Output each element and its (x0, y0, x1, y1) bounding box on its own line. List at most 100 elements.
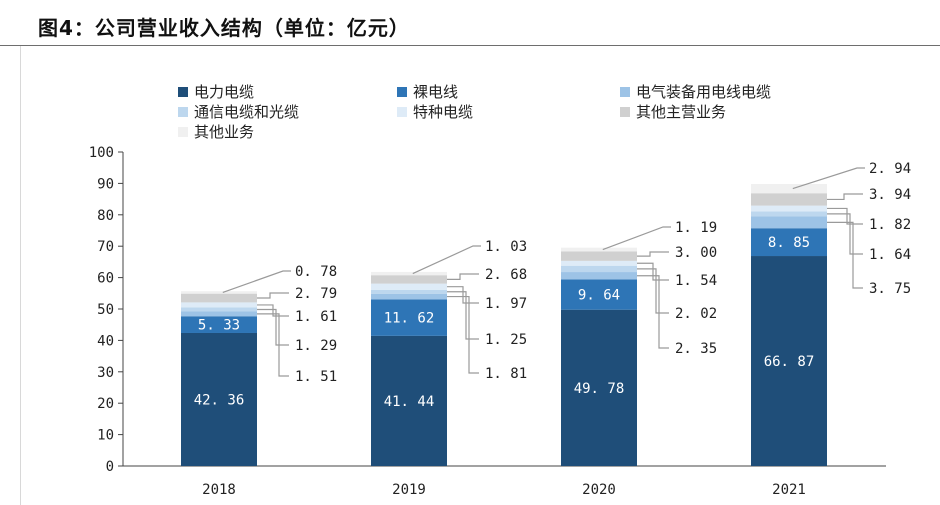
bar-segment (751, 205, 827, 212)
callout-value-label: 2. 35 (675, 341, 717, 357)
callout-leader-line (792, 167, 865, 190)
x-category-label: 2018 (202, 482, 236, 498)
callout-leader-line (827, 221, 863, 289)
legend-item-power-cable: 电力电缆 (178, 81, 254, 102)
bar-value-label: 8. 85 (768, 235, 810, 251)
title-divider (0, 45, 940, 46)
legend-swatch (178, 106, 188, 117)
bar-segment (751, 211, 827, 217)
bar-segment (561, 260, 637, 266)
figure-title: 图4：公司营业收入结构（单位：亿元） (38, 16, 410, 40)
bar-segment (371, 293, 447, 300)
y-tick-label: 10 (97, 428, 114, 444)
bar-value-label: 42. 36 (194, 392, 245, 408)
x-category-label: 2020 (582, 482, 616, 498)
bar-segment (181, 293, 257, 303)
callout-value-label: 1. 54 (675, 273, 717, 289)
y-tick-label: 50 (97, 302, 114, 318)
legend-label: 其他业务 (194, 123, 255, 141)
bar-segment (181, 316, 257, 333)
bar-segment (561, 251, 637, 261)
bar-segment (181, 332, 257, 466)
y-tick-label: 0 (106, 459, 114, 475)
bar-segment (371, 335, 447, 466)
legend-swatch (620, 86, 630, 97)
callout-value-label: 1. 19 (675, 220, 717, 236)
y-tick-label: 40 (97, 333, 114, 349)
callout-value-label: 3. 94 (869, 187, 911, 203)
callout-value-label: 1. 25 (485, 332, 527, 348)
callout-value-label: 3. 75 (869, 281, 911, 297)
x-category-label: 2021 (772, 482, 806, 498)
callout-leader-line (827, 213, 863, 255)
y-tick-label: 100 (89, 145, 114, 161)
callout-value-label: 3. 00 (675, 245, 717, 261)
x-category-label: 2019 (392, 482, 426, 498)
bar-segment (751, 216, 827, 229)
bar-segment (561, 279, 637, 310)
bar-segment (751, 228, 827, 257)
left-border (20, 46, 21, 505)
legend-item-equipment-wire: 电气装备用电线电缆 (620, 81, 771, 102)
y-tick-label: 30 (97, 365, 114, 381)
legend-item-special-cable: 特种电缆 (397, 101, 473, 122)
callout-value-label: 1. 97 (485, 296, 527, 312)
bar-value-label: 11. 62 (384, 311, 435, 327)
bar-value-label: 9. 64 (578, 288, 620, 304)
legend-label: 其他主营业务 (636, 103, 727, 121)
callout-leader-line (447, 273, 479, 280)
bar-segment (371, 271, 447, 276)
callout-leader-line (827, 193, 863, 201)
bar-segment (371, 299, 447, 336)
bar-value-label: 41. 44 (384, 394, 435, 410)
bar-segment (561, 272, 637, 280)
callout-leader-line (447, 295, 479, 374)
callout-value-label: 1. 29 (295, 338, 337, 354)
callout-value-label: 2. 02 (675, 306, 717, 322)
bar-segment (751, 256, 827, 466)
legend-swatch (397, 106, 407, 117)
legend-label: 电气装备用电线电缆 (636, 83, 772, 101)
callout-leader-line (827, 207, 863, 225)
callout-leader-line (257, 292, 289, 299)
callout-leader-line (257, 308, 289, 346)
callout-leader-line (257, 304, 289, 317)
callout-leader-line (222, 270, 291, 293)
bar-segment (181, 307, 257, 312)
callout-value-label: 1. 81 (485, 366, 527, 382)
legend-label: 特种电缆 (413, 103, 474, 121)
legend-label: 电力电缆 (194, 83, 255, 101)
bar-segment (561, 265, 637, 273)
callout-leader-line (637, 251, 669, 257)
callout-value-label: 2. 68 (485, 267, 527, 283)
legend-swatch (397, 86, 407, 97)
bar-segment (181, 291, 257, 294)
callout-value-label: 1. 82 (869, 217, 911, 233)
callout-leader-line (412, 245, 481, 275)
bar-value-label: 5. 33 (198, 318, 240, 334)
callout-leader-line (447, 286, 479, 304)
legend-swatch (620, 106, 630, 117)
callout-leader-line (257, 313, 289, 377)
callout-leader-line (637, 268, 669, 314)
bar-value-label: 66. 87 (764, 354, 815, 370)
y-tick-label: 80 (97, 208, 114, 224)
bar-segment (561, 309, 637, 466)
callout-value-label: 1. 61 (295, 309, 337, 325)
bar-value-label: 49. 78 (574, 381, 625, 397)
y-tick-label: 20 (97, 396, 114, 412)
callout-value-label: 2. 79 (295, 286, 337, 302)
figure-header: 图4：公司营业收入结构（单位：亿元） (0, 0, 940, 47)
chart-legend: 电力电缆 裸电线 电气装备用电线电缆 通信电缆和光缆 特种电缆 其他主营业务 其… (0, 0, 940, 150)
legend-label: 裸电线 (413, 83, 459, 101)
callout-value-label: 1. 64 (869, 247, 911, 263)
bar-segment (561, 247, 637, 252)
callout-leader-line (447, 291, 479, 340)
y-tick-label: 60 (97, 271, 114, 287)
bar-segment (181, 302, 257, 308)
bar-segment (371, 289, 447, 294)
callout-value-label: 0. 78 (295, 264, 337, 280)
callout-value-label: 1. 51 (295, 369, 337, 385)
legend-swatch (178, 86, 188, 97)
